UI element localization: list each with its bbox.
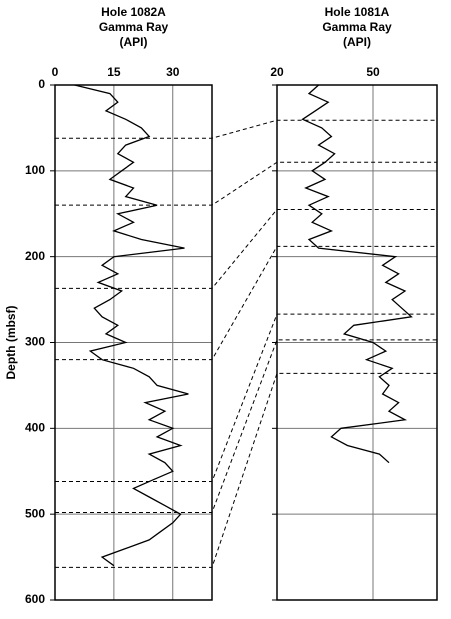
unit-label: (API) bbox=[120, 35, 148, 49]
y-axis-label: Depth (mbsf) bbox=[4, 306, 18, 380]
y-tick-label: 500 bbox=[25, 506, 45, 520]
y-tick-label: 0 bbox=[38, 77, 45, 91]
correlation-line bbox=[55, 119, 437, 139]
unit-label: (API) bbox=[343, 35, 371, 49]
x-tick-label: 0 bbox=[52, 65, 59, 79]
gamma-ray-trace bbox=[301, 84, 413, 464]
correlation-line bbox=[55, 313, 437, 483]
panel-title: Hole 1081A bbox=[325, 5, 390, 19]
correlation-line bbox=[55, 208, 437, 289]
x-tick-label: 20 bbox=[270, 65, 284, 79]
correlation-line bbox=[55, 372, 437, 568]
y-tick-label: 400 bbox=[25, 421, 45, 435]
panel-subtitle: Gamma Ray bbox=[322, 20, 392, 34]
y-tick-label: 200 bbox=[25, 249, 45, 263]
panel-frame bbox=[276, 84, 438, 601]
correlation-line bbox=[55, 245, 437, 361]
gamma-ray-trace bbox=[74, 84, 189, 567]
panel-title: Hole 1082A bbox=[101, 5, 166, 19]
panel-subtitle: Gamma Ray bbox=[99, 20, 169, 34]
panel-frame bbox=[54, 84, 213, 601]
x-tick-label: 15 bbox=[107, 65, 121, 79]
x-tick-label: 50 bbox=[366, 65, 380, 79]
correlation-line bbox=[55, 339, 437, 513]
y-tick-label: 300 bbox=[25, 335, 45, 349]
x-tick-label: 30 bbox=[166, 65, 180, 79]
y-tick-label: 100 bbox=[25, 163, 45, 177]
correlation-line bbox=[55, 161, 437, 206]
y-tick-label: 600 bbox=[25, 592, 45, 606]
